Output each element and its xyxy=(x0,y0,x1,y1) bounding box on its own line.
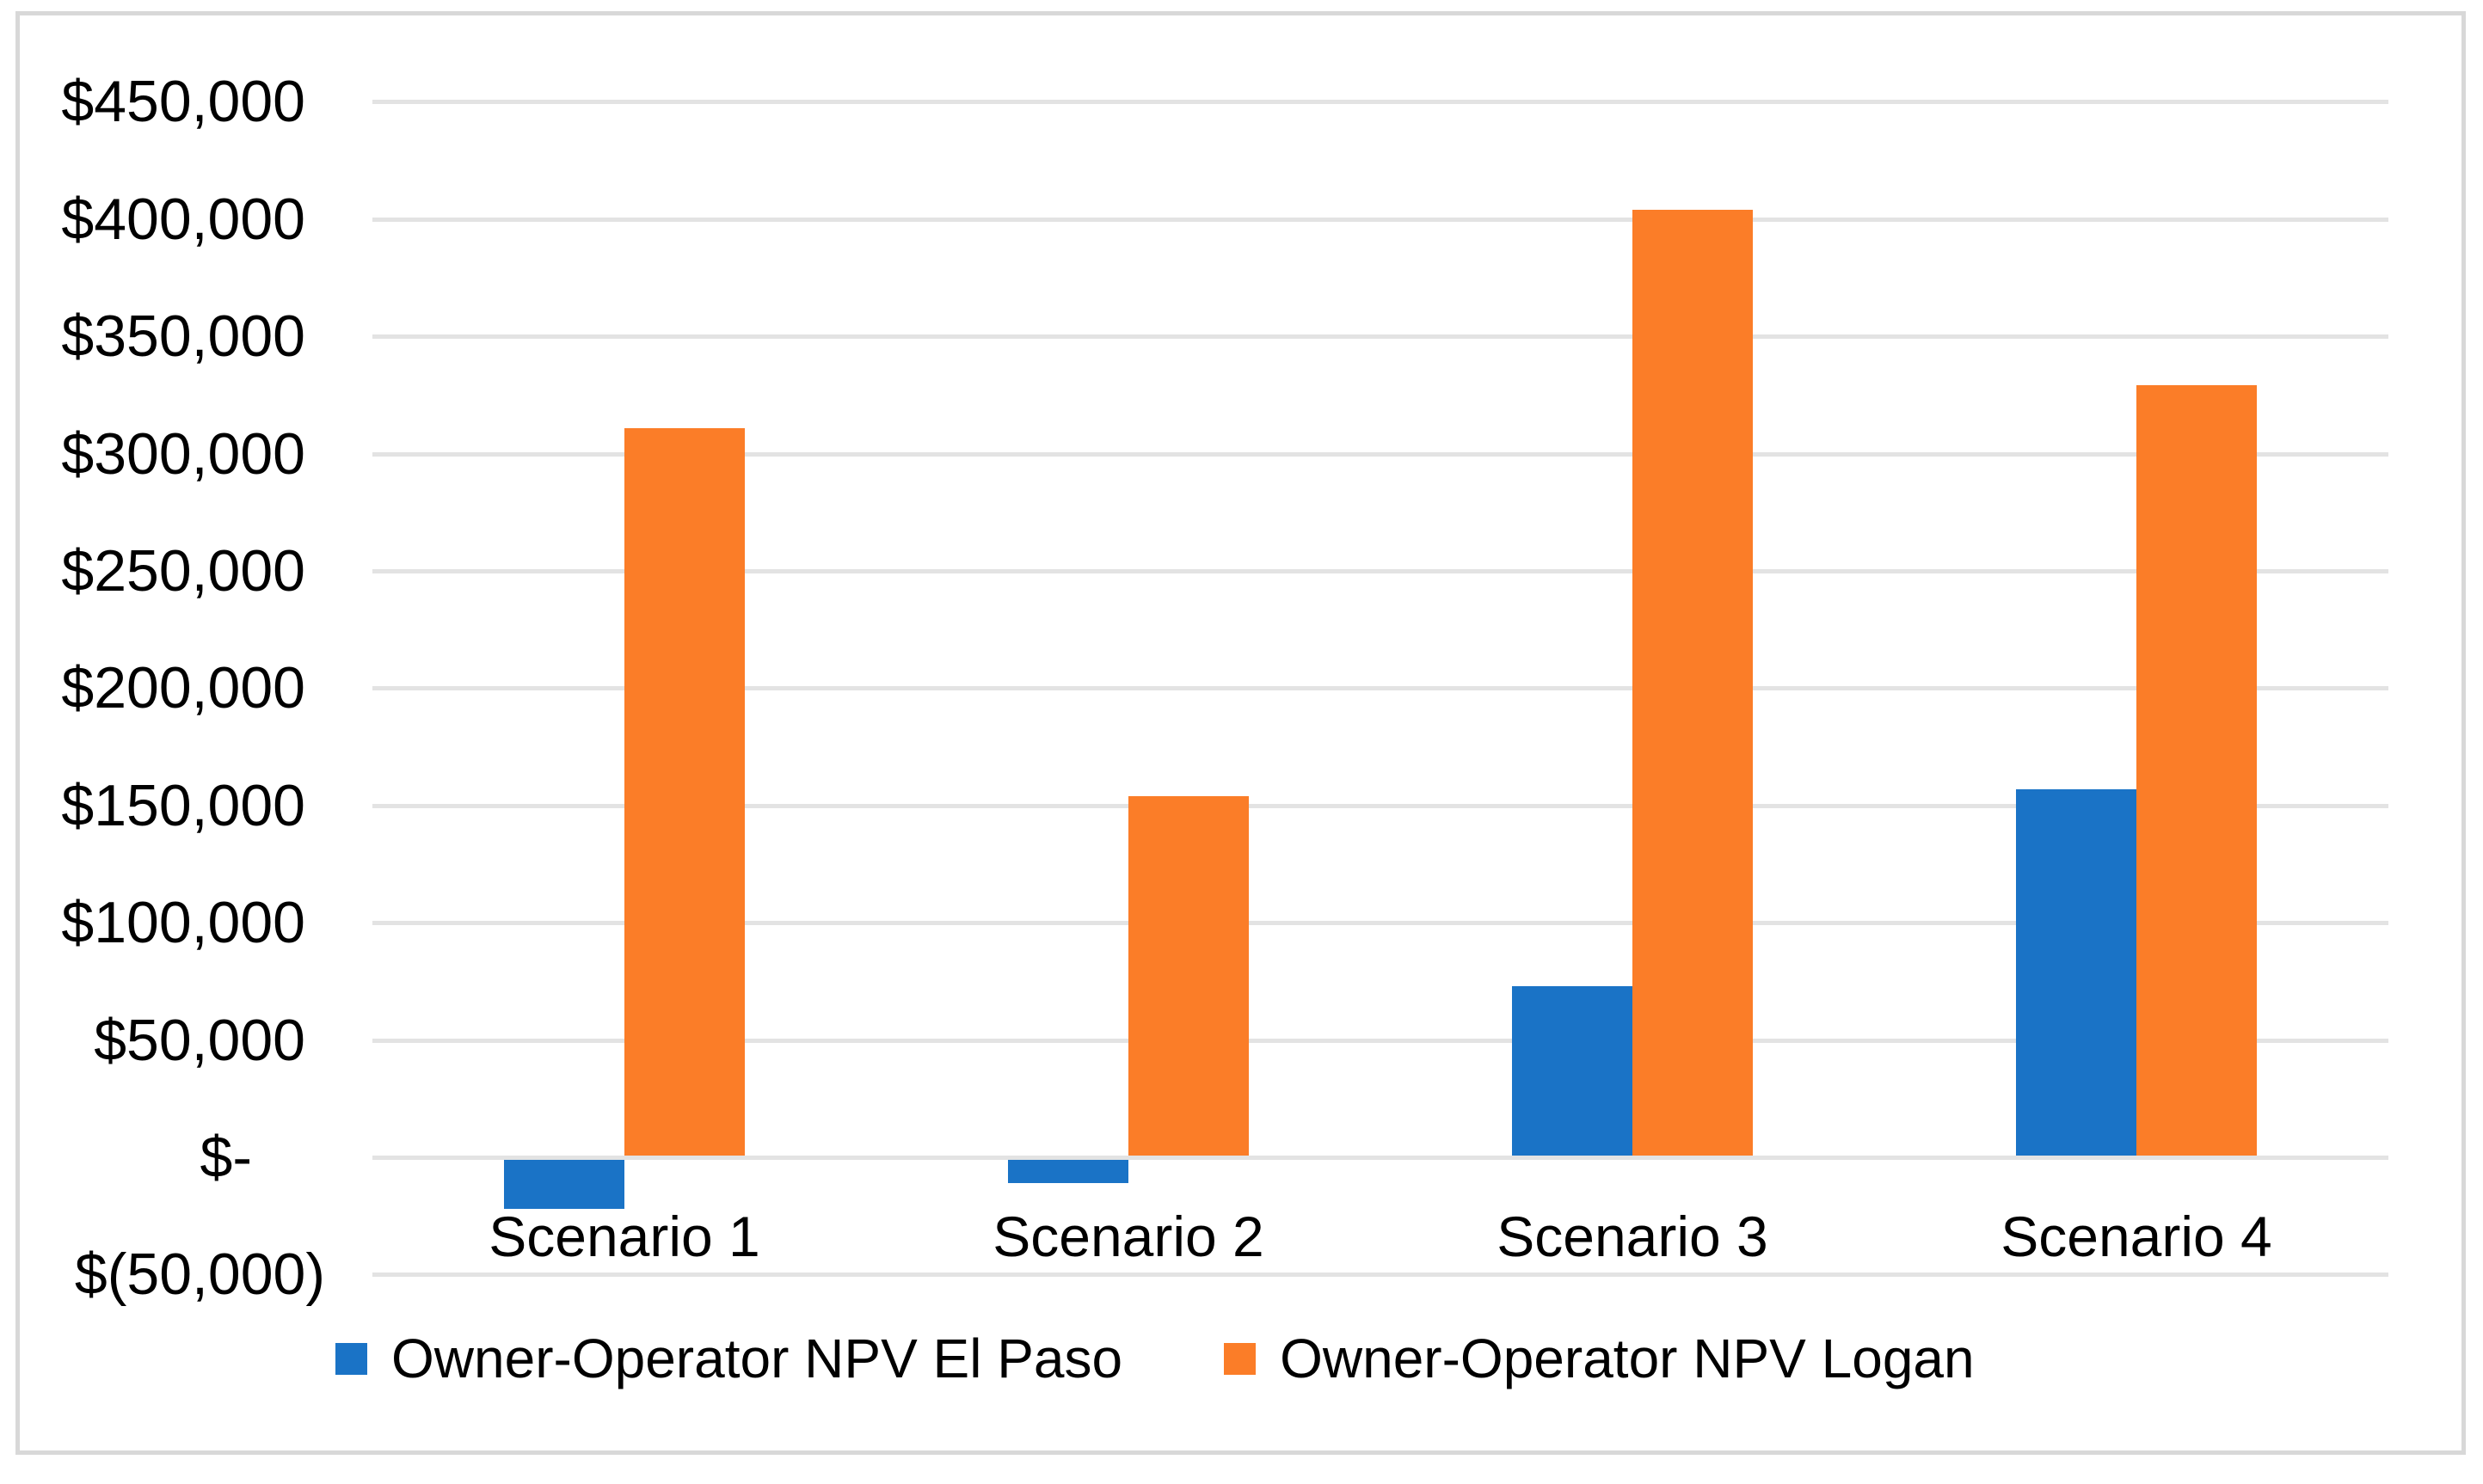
gridline xyxy=(372,803,2388,808)
chart-frame xyxy=(15,11,2466,1455)
legend-label: Owner-Operator NPV El Paso xyxy=(391,1328,1123,1389)
bar-logan-scenario-2 xyxy=(1128,795,1249,1157)
bar-logan-scenario-4 xyxy=(2136,385,2257,1157)
y-axis-tick-label: $(50,000) xyxy=(74,1242,325,1308)
y-axis-tick-label: $250,000 xyxy=(61,538,305,604)
y-axis-tick-label: $400,000 xyxy=(61,186,305,252)
legend-item-el-paso: Owner-Operator NPV El Paso xyxy=(335,1327,1122,1390)
x-axis-category-label: Scenario 2 xyxy=(993,1205,1264,1268)
legend-swatch-icon xyxy=(335,1342,367,1375)
gridline xyxy=(372,921,2388,926)
gridline xyxy=(372,451,2388,457)
bar-logan-scenario-3 xyxy=(1632,209,1753,1157)
chart-legend: Owner-Operator NPV El Paso Owner-Operator… xyxy=(335,1324,1975,1393)
y-axis-tick-label: $- xyxy=(200,1125,252,1190)
x-axis-category-label: Scenario 3 xyxy=(1497,1205,1768,1268)
bar-el-paso-scenario-4 xyxy=(2016,788,2136,1157)
bar-el-paso-scenario-1 xyxy=(504,1157,624,1210)
y-axis-tick-label: $300,000 xyxy=(61,420,305,487)
gridline xyxy=(372,100,2388,105)
gridline xyxy=(372,1272,2388,1278)
x-axis-category-label: Scenario 1 xyxy=(489,1205,760,1268)
gridline xyxy=(372,1038,2388,1043)
legend-item-logan: Owner-Operator NPV Logan xyxy=(1224,1327,1975,1390)
y-axis-tick-label: $350,000 xyxy=(61,304,305,370)
gridline xyxy=(372,686,2388,691)
gridline xyxy=(372,569,2388,573)
bar-logan-scenario-1 xyxy=(624,427,745,1157)
x-axis-category-label: Scenario 4 xyxy=(2001,1205,2272,1268)
gridline xyxy=(372,334,2388,340)
zero-axis-line xyxy=(372,1156,2388,1160)
y-axis-tick-label: $450,000 xyxy=(61,69,305,135)
y-axis-tick-label: $200,000 xyxy=(61,655,305,721)
legend-swatch-icon xyxy=(1224,1342,1257,1375)
y-axis-tick-label: $100,000 xyxy=(61,890,305,956)
y-axis-tick-label: $150,000 xyxy=(61,772,305,838)
gridline xyxy=(372,217,2388,222)
y-axis-tick-label: $50,000 xyxy=(94,1007,305,1073)
legend-label: Owner-Operator NPV Logan xyxy=(1280,1328,1975,1389)
bar-el-paso-scenario-3 xyxy=(1512,985,1632,1157)
bar-el-paso-scenario-2 xyxy=(1008,1157,1128,1183)
